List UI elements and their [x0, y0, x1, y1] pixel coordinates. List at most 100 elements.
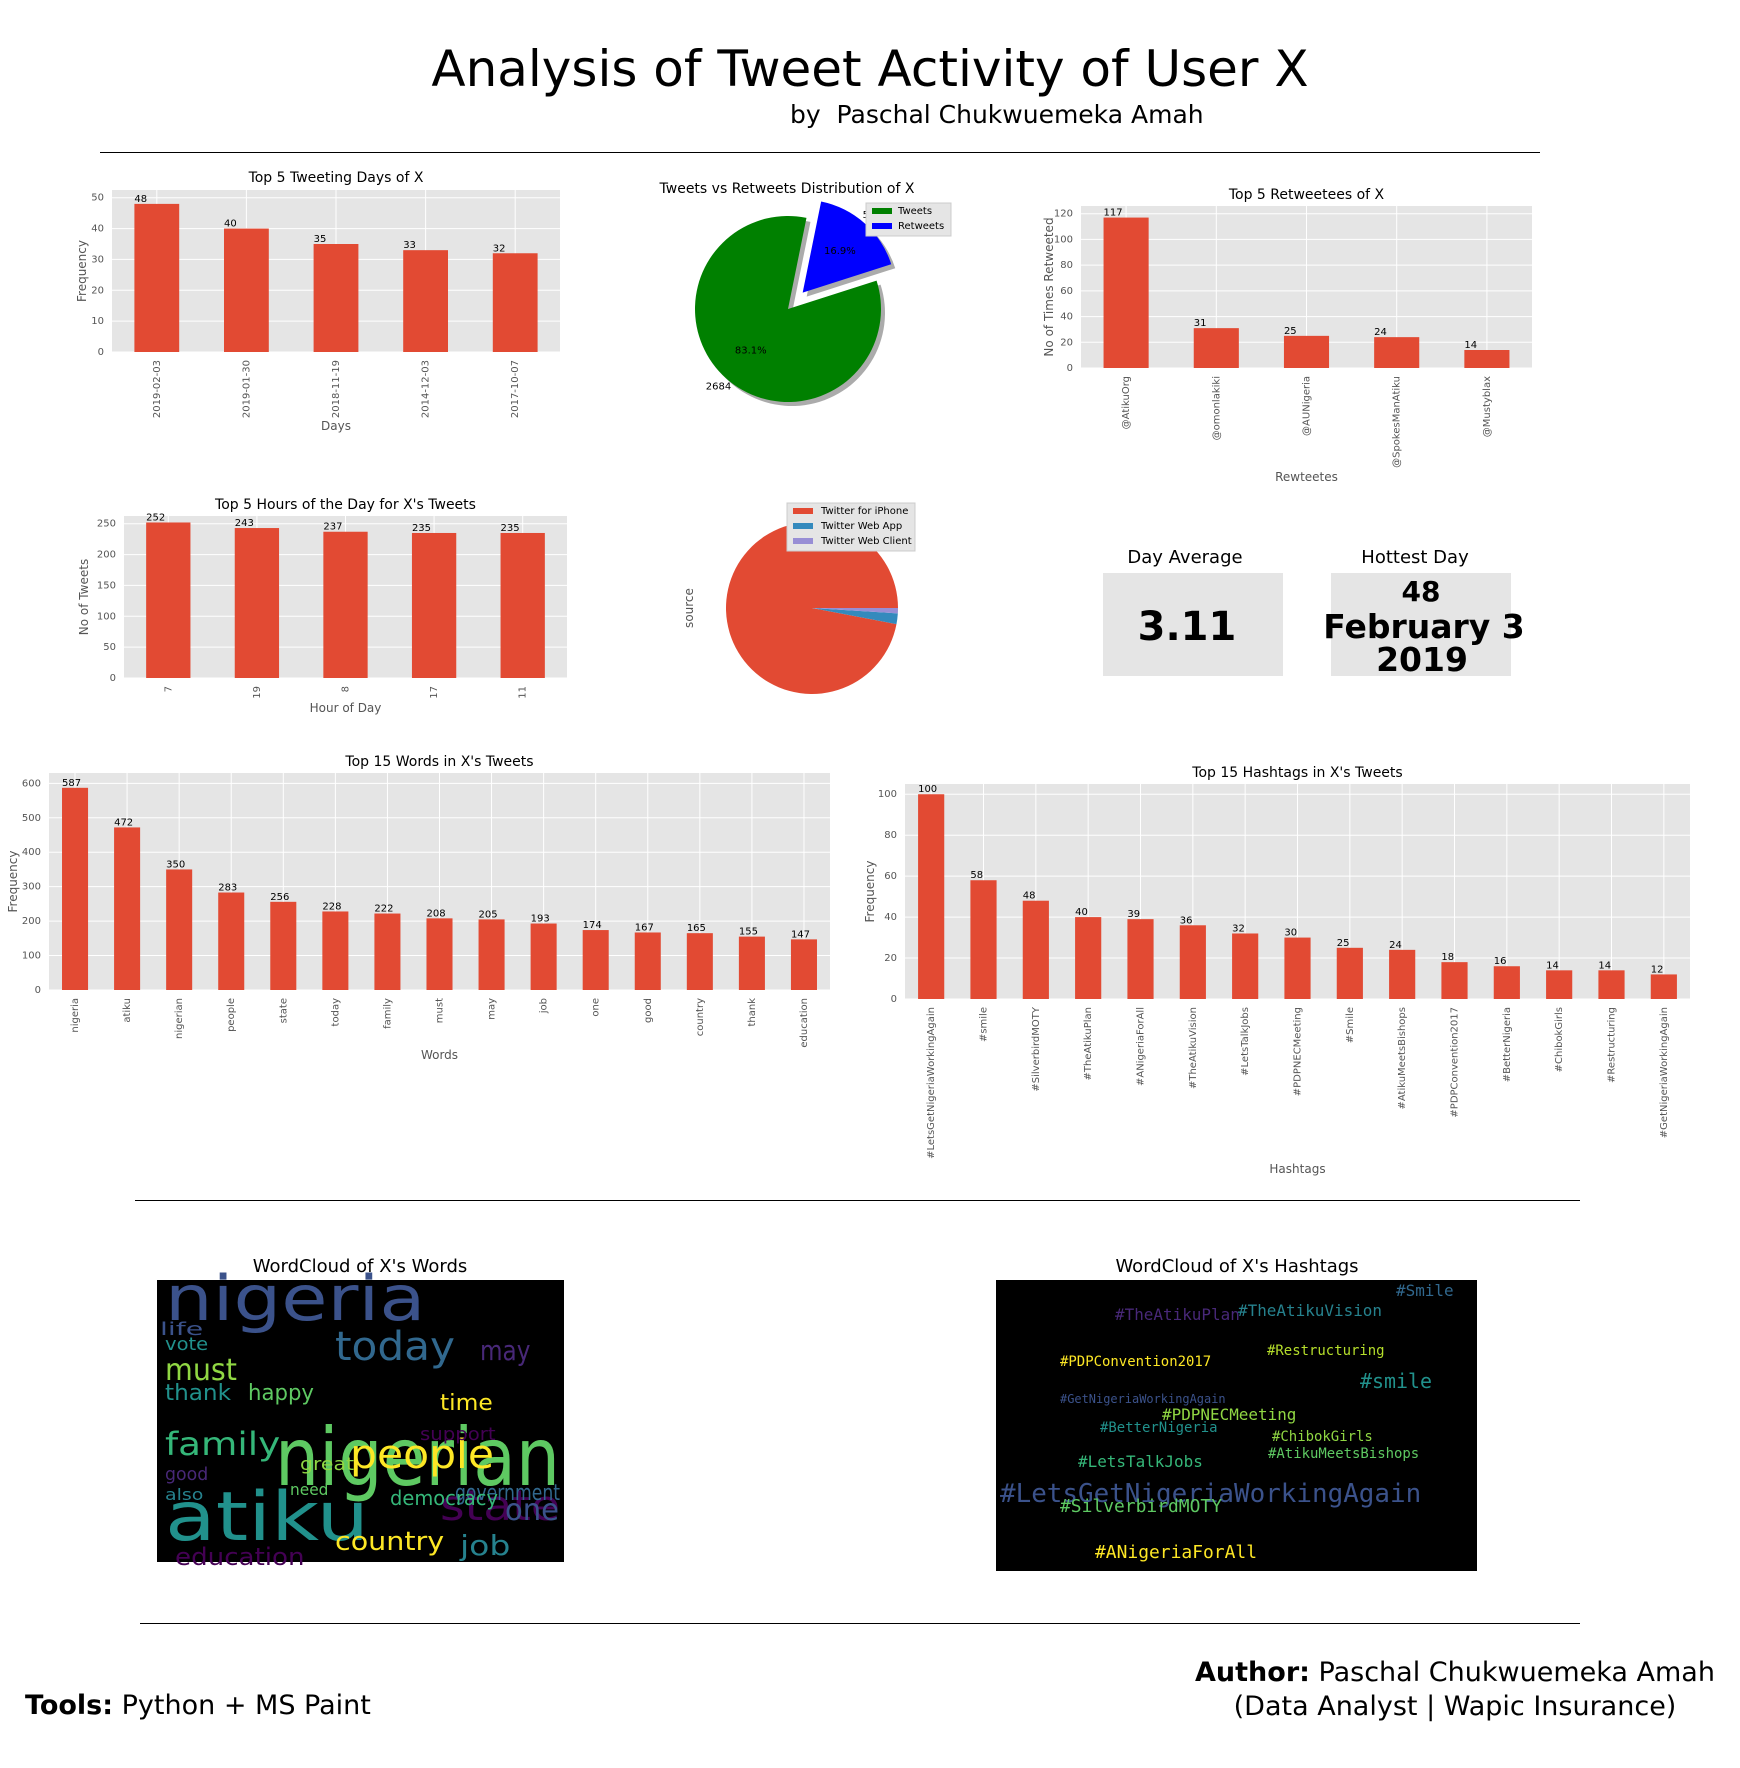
top-words-xtick-label: today	[330, 998, 341, 1027]
top-retweetees-ytick-label: 40	[1060, 312, 1073, 323]
top-words-ytick-label: 500	[22, 813, 41, 824]
top-words-xtick-label: atiku	[122, 998, 133, 1023]
top-hashtags-xtick-label: #GetNigeriaWorkingAgain	[1659, 1007, 1670, 1138]
top-days-bar	[492, 253, 538, 352]
top-days-ytick-label: 30	[91, 254, 104, 265]
top-retweetees-bar	[1464, 350, 1510, 368]
top-hashtags-bar	[918, 794, 945, 999]
wordcloud-word: country	[335, 1527, 444, 1557]
top-words-xtick-label: country	[695, 998, 706, 1036]
top-hashtags-bar-value-label: 36	[1180, 915, 1193, 926]
top-hashtags-xtick-label: #Smile	[1345, 1007, 1356, 1043]
tweets-vs-retweets-legend-label: Tweets	[897, 206, 932, 217]
source-slice	[812, 608, 898, 625]
top-hashtags-bar	[1598, 970, 1625, 999]
top-retweetees-bar-value-label: 24	[1374, 327, 1387, 338]
top-words-xtick-label: family	[382, 998, 393, 1029]
top-days-bar	[134, 203, 180, 352]
source-legend-label: Twitter Web Client	[820, 536, 912, 547]
source-legend-swatch	[793, 523, 813, 529]
tools-value: Python + MS Paint	[113, 1690, 371, 1721]
top-words-xtick-label: state	[278, 998, 289, 1023]
top-hashtags-ytick-label: 20	[884, 953, 897, 964]
top-hashtags-bar	[1650, 974, 1677, 999]
top-words-ytick-label: 200	[22, 916, 41, 927]
top-words-bar	[530, 923, 557, 990]
source-legend: Twitter for iPhone Twitter Web App Twitter…	[786, 502, 916, 552]
top-hashtags-xtick-label: #AtikuMeetsBishops	[1397, 1007, 1408, 1110]
top-days-xtick-label: 2018-11-19	[331, 360, 342, 418]
wordcloud-word: state	[440, 1481, 560, 1530]
page-title: Analysis of Tweet Activity of User X	[431, 40, 1309, 98]
top-days-bar-value-label: 35	[314, 234, 327, 245]
divider-middle	[135, 1200, 1580, 1201]
top-words-bar	[686, 933, 713, 990]
wordcloud-hashtag: #LetsGetNigeriaWorkingAgain	[1000, 1479, 1421, 1509]
top-hours-bar	[411, 532, 457, 678]
tweets-vs-retweets-slice	[695, 216, 882, 402]
wordcloud-word: also	[165, 1485, 203, 1504]
top-hours-bar-value-label: 237	[323, 522, 342, 533]
top-days-title: Top 5 Tweeting Days of X	[248, 170, 424, 186]
wordcloud-word: government	[455, 1481, 560, 1506]
top-hours-bar-value-label: 235	[501, 523, 520, 534]
top-hashtags-bar-value-label: 14	[1546, 960, 1559, 971]
top-words-bar	[218, 892, 245, 990]
wordcloud-word: happy	[248, 1381, 314, 1406]
tweets-vs-retweets-percent-label: 16.9%	[824, 246, 856, 257]
source-legend-swatch	[793, 508, 813, 514]
top-hashtags-ytick-label: 80	[884, 830, 897, 841]
top-words-bar-value-label: 193	[531, 914, 550, 925]
wordcloud-hashtag: #ANigeriaForAll	[1095, 1542, 1257, 1563]
wordcloud-word: great	[300, 1454, 354, 1475]
top-retweetees-title: Top 5 Retweetees of X	[1228, 187, 1385, 203]
wordcloud-word: must	[165, 1353, 237, 1388]
source-legend-swatch	[793, 538, 813, 544]
top-days-bar-value-label: 33	[403, 240, 416, 251]
top-words-bar	[426, 918, 453, 990]
top-words-title: Top 15 Words in X's Tweets	[344, 754, 533, 770]
top-hours-ytick-label: 0	[110, 673, 116, 684]
top-hashtags-bar	[1546, 970, 1573, 999]
top-words-bar-value-label: 147	[791, 929, 810, 940]
top-retweetees-ylabel: No of Times Retweeted	[1042, 217, 1056, 356]
top-hashtags-xtick-label: #TheAtikuVision	[1188, 1007, 1199, 1089]
top-retweetees-ytick-label: 80	[1060, 260, 1073, 271]
top-hours-ytick-label: 150	[97, 580, 116, 591]
top-retweetees-xtick-label: @Mustyblax	[1482, 376, 1493, 437]
top-hashtags-bar-value-label: 14	[1598, 960, 1611, 971]
author-role: (Data Analyst | Wapic Insurance)	[1233, 1691, 1677, 1722]
wordcloud-word: nigeria	[165, 1262, 425, 1335]
top-words-ytick-label: 600	[22, 778, 41, 789]
top-retweetees-ytick-label: 100	[1054, 234, 1073, 245]
top-hashtags-bar-value-label: 39	[1127, 909, 1140, 920]
wordcloud-hashtag: #ChibokGirls	[1272, 1429, 1373, 1445]
top-hashtags-xtick-label: #PDPConvention2017	[1450, 1007, 1461, 1118]
top-hashtags-xtick-label: #BetterNigeria	[1502, 1007, 1513, 1082]
top-hours-bar-value-label: 252	[146, 512, 165, 523]
top-days-xtick-label: 2014-12-03	[421, 360, 432, 418]
top-words-bar	[322, 911, 349, 990]
top-hashtags-bar	[1441, 962, 1468, 999]
top-hashtags-xtick-label: #ANigeriaForAll	[1136, 1007, 1147, 1086]
wordcloud-hashtag: #AtikuMeetsBishops	[1268, 1446, 1419, 1462]
top-words-bar-value-label: 283	[218, 883, 237, 894]
top-hashtags-bar	[1179, 925, 1206, 999]
wordcloud-word: family	[165, 1425, 280, 1463]
top-hashtags-xtick-label: #LetsTalkJobs	[1240, 1007, 1251, 1076]
tweets-vs-retweets-legend: Tweets Retweets	[865, 202, 952, 237]
top-words-bar	[166, 869, 193, 990]
byline: by Paschal Chukwuemeka Amah	[790, 100, 1204, 129]
top-hashtags-ytick-label: 60	[884, 871, 897, 882]
top-words-xtick-label: education	[799, 998, 810, 1048]
top-hashtags-ytick-label: 100	[878, 789, 897, 800]
top-hours-ytick-label: 50	[103, 642, 116, 653]
top-retweetees-xtick-label: @AUNigeria	[1302, 376, 1313, 436]
wordcloud-word: may	[480, 1334, 530, 1367]
top-hashtags-bar-value-label: 16	[1494, 956, 1507, 967]
top-days-xtick-label: 2017-10-07	[510, 360, 521, 418]
top-retweetees-bar-value-label: 25	[1284, 326, 1297, 337]
kpi-day-average-card	[1101, 571, 1285, 678]
wordcloud-hashtag: #PDPConvention2017	[1060, 1354, 1211, 1370]
top-retweetees-bar-value-label: 14	[1464, 340, 1477, 351]
